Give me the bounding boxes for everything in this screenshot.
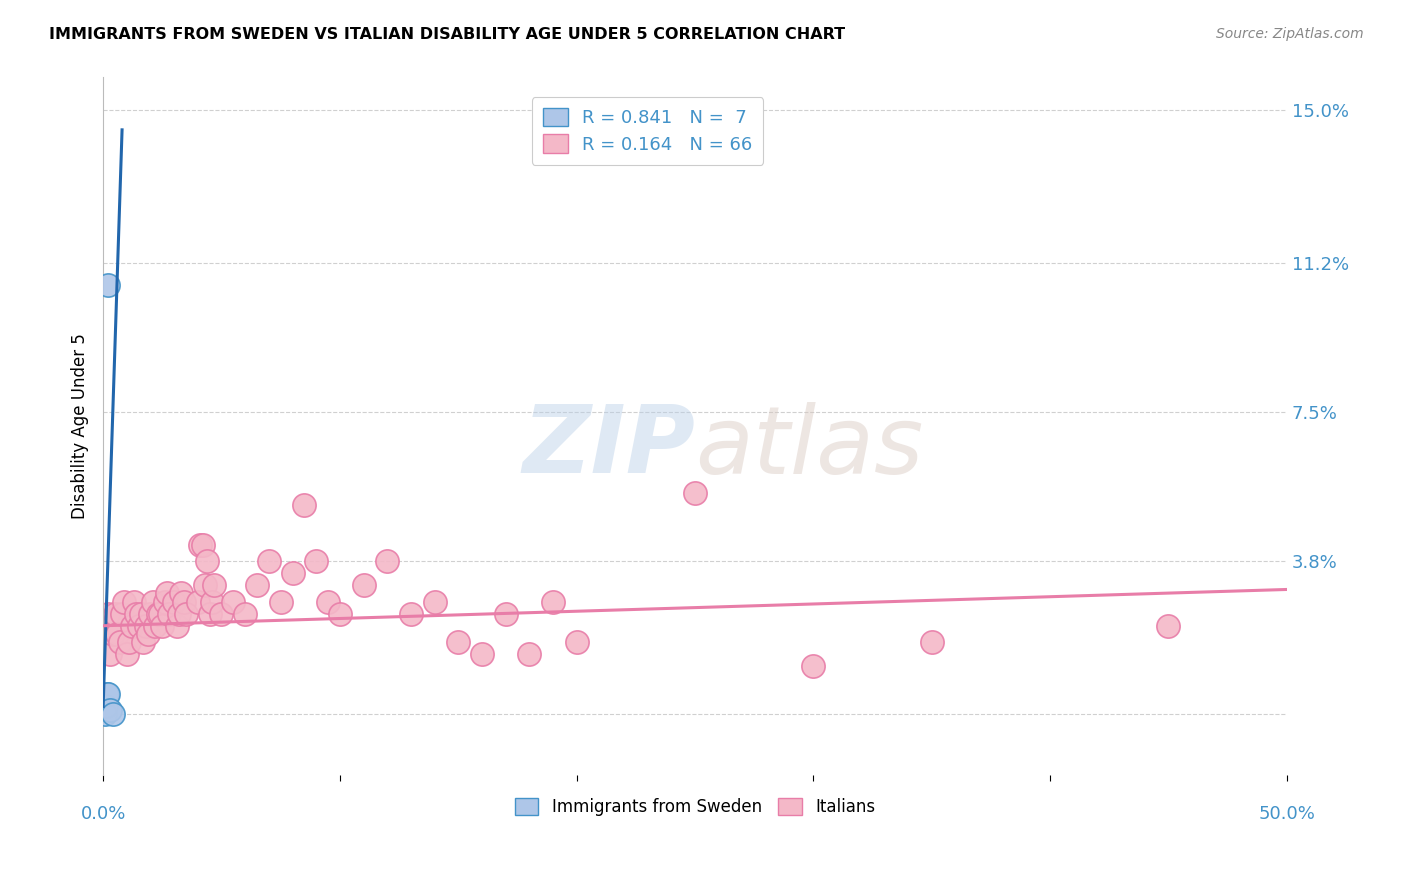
Point (198, 607, 221, 621)
Point (101, 707, 124, 722)
Point (211, 607, 233, 621)
Text: 50.0%: 50.0% (1258, 805, 1315, 823)
Point (292, 498, 315, 512)
Point (98, 703, 121, 717)
Point (97, 607, 120, 621)
Point (281, 566, 304, 581)
Point (139, 607, 162, 621)
Point (132, 635, 155, 649)
Point (157, 607, 180, 621)
Point (541, 594, 564, 608)
Point (111, 607, 134, 621)
Point (163, 594, 186, 608)
Point (129, 607, 152, 621)
Text: IMMIGRANTS FROM SWEDEN VS ITALIAN DISABILITY AGE UNDER 5 CORRELATION CHART: IMMIGRANTS FROM SWEDEN VS ITALIAN DISABI… (49, 27, 845, 42)
Point (156, 586, 179, 600)
Point (128, 619, 150, 633)
Point (101, 627, 124, 641)
Point (202, 578, 225, 592)
Point (153, 594, 176, 608)
Point (135, 619, 157, 633)
Point (122, 594, 145, 608)
Point (447, 635, 470, 649)
Point (471, 647, 494, 661)
Point (173, 594, 195, 608)
Point (201, 594, 224, 608)
Point (114, 594, 136, 608)
Legend: Immigrants from Sweden, Italians: Immigrants from Sweden, Italians (508, 791, 882, 822)
Point (495, 607, 517, 621)
Point (353, 578, 375, 592)
Y-axis label: Disability Age Under 5: Disability Age Under 5 (72, 334, 89, 519)
Point (108, 635, 131, 649)
Point (166, 619, 188, 633)
Point (1157, 619, 1180, 633)
Point (399, 607, 422, 621)
Point (305, 554, 328, 568)
Point (143, 619, 166, 633)
Point (94, 699, 117, 714)
Text: ZIP: ZIP (522, 401, 695, 493)
Point (115, 647, 138, 661)
Point (150, 619, 173, 633)
Point (97, 687, 120, 701)
Point (146, 607, 169, 621)
Point (246, 578, 269, 592)
Point (170, 586, 193, 600)
Text: 0.0%: 0.0% (80, 805, 125, 823)
Point (222, 594, 245, 608)
Point (187, 594, 209, 608)
Point (188, 538, 211, 552)
Point (96, 687, 118, 701)
Point (921, 635, 943, 649)
Point (329, 607, 352, 621)
Point (98, 647, 121, 661)
Point (801, 659, 824, 673)
Point (118, 635, 141, 649)
Point (375, 554, 398, 568)
Point (149, 607, 172, 621)
Point (194, 578, 217, 592)
Point (121, 619, 143, 633)
Point (683, 485, 706, 500)
Text: Source: ZipAtlas.com: Source: ZipAtlas.com (1216, 27, 1364, 41)
Point (97, 278, 120, 293)
Text: atlas: atlas (695, 401, 924, 492)
Point (565, 635, 588, 649)
Point (104, 607, 127, 621)
Point (136, 627, 159, 641)
Point (191, 538, 214, 552)
Point (174, 607, 197, 621)
Point (233, 607, 256, 621)
Point (257, 554, 280, 568)
Point (94, 707, 117, 722)
Point (125, 607, 148, 621)
Point (167, 607, 190, 621)
Point (105, 627, 128, 641)
Point (270, 594, 292, 608)
Point (316, 594, 339, 608)
Point (195, 554, 218, 568)
Point (423, 594, 446, 608)
Point (517, 647, 540, 661)
Point (142, 594, 165, 608)
